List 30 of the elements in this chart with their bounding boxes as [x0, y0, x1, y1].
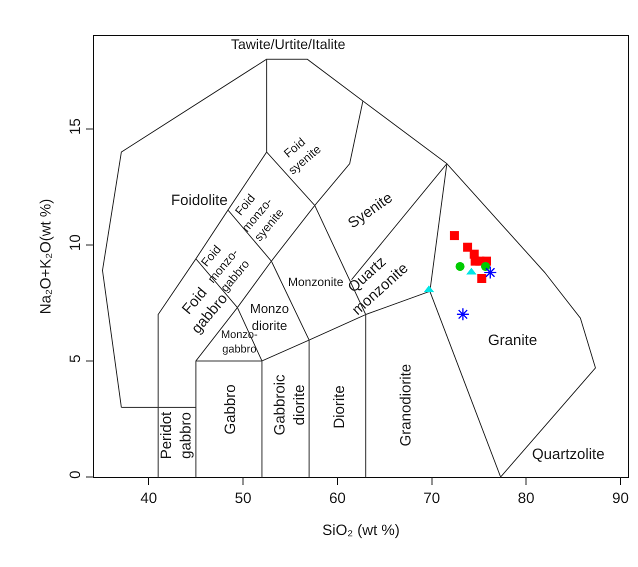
y-tick-label: 15: [67, 118, 84, 135]
x-axis-title: SiO₂ (wt %): [322, 522, 400, 539]
y-tick-label: 0: [67, 470, 84, 479]
point: [477, 274, 486, 284]
x-tick-label: 40: [140, 490, 158, 507]
annotation: Gabbroic diorite: [271, 374, 308, 436]
y-axis-title: Na₂O+K₂O(wt %): [37, 198, 54, 314]
x-tick-label: 60: [329, 490, 346, 507]
annotation: Monzonite: [288, 275, 344, 289]
annotation: Tawite/Urtite/Italite: [231, 36, 346, 52]
x-tick-label: 90: [612, 490, 629, 507]
point: [481, 262, 490, 271]
annotation: Foidolite: [171, 192, 228, 209]
y-tick-label: 10: [67, 234, 84, 251]
annotation: Monzo diorite: [250, 301, 290, 333]
annotation: Quartzolite: [532, 446, 605, 463]
point: [456, 308, 470, 321]
point: [484, 266, 497, 280]
point: [450, 231, 459, 240]
point: [463, 242, 472, 252]
x-tick-label: 50: [234, 490, 252, 507]
point: [456, 262, 465, 271]
annotation: Granite: [488, 332, 538, 349]
annotation: Diorite: [330, 385, 348, 429]
annotation: Gabbro: [222, 384, 240, 434]
annotation: Peridot gabbro: [158, 410, 194, 460]
annotation: Granodiorite: [397, 364, 414, 446]
y-tick-label: 5: [67, 354, 84, 363]
x-tick-label: 70: [423, 490, 440, 507]
x-tick-label: 80: [518, 490, 534, 507]
